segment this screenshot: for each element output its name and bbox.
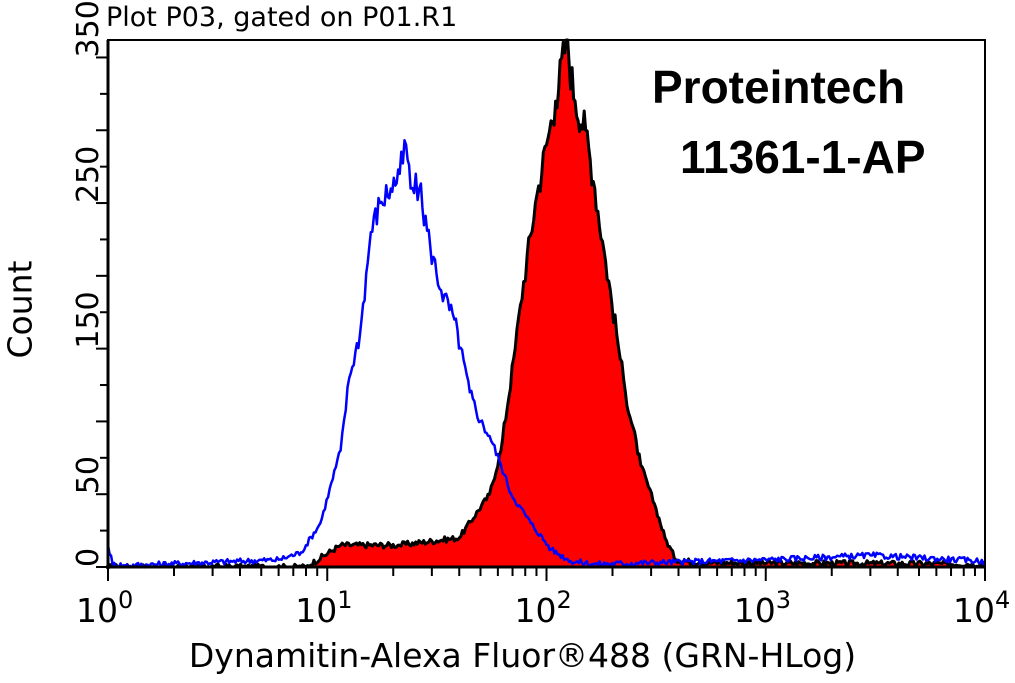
chart-title: Plot P03, gated on P01.R1	[106, 2, 458, 33]
watermark-brand: Proteintech	[652, 61, 906, 113]
y-tick-label: 350	[71, 0, 106, 57]
x-tick-label: 103	[734, 586, 791, 630]
x-axis-label: Dynamitin-Alexa Fluor®488 (GRN-HLog)	[188, 636, 857, 675]
watermark-catalog: 11361-1-AP	[680, 131, 926, 183]
y-tick-label: 0	[71, 548, 106, 567]
y-axis-label: Count	[0, 260, 40, 359]
x-tick-label: 102	[515, 586, 572, 630]
y-tick-label: 250	[71, 146, 106, 203]
control-series-line	[106, 139, 987, 569]
filled-series-outline	[106, 38, 986, 569]
y-tick-label: 50	[71, 456, 106, 494]
x-tick-label: 100	[76, 586, 133, 630]
x-tick-label: 104	[953, 586, 1010, 630]
y-tick-label: 150	[71, 291, 106, 348]
x-tick-label: 101	[295, 586, 352, 630]
filled-series-area	[108, 40, 985, 567]
